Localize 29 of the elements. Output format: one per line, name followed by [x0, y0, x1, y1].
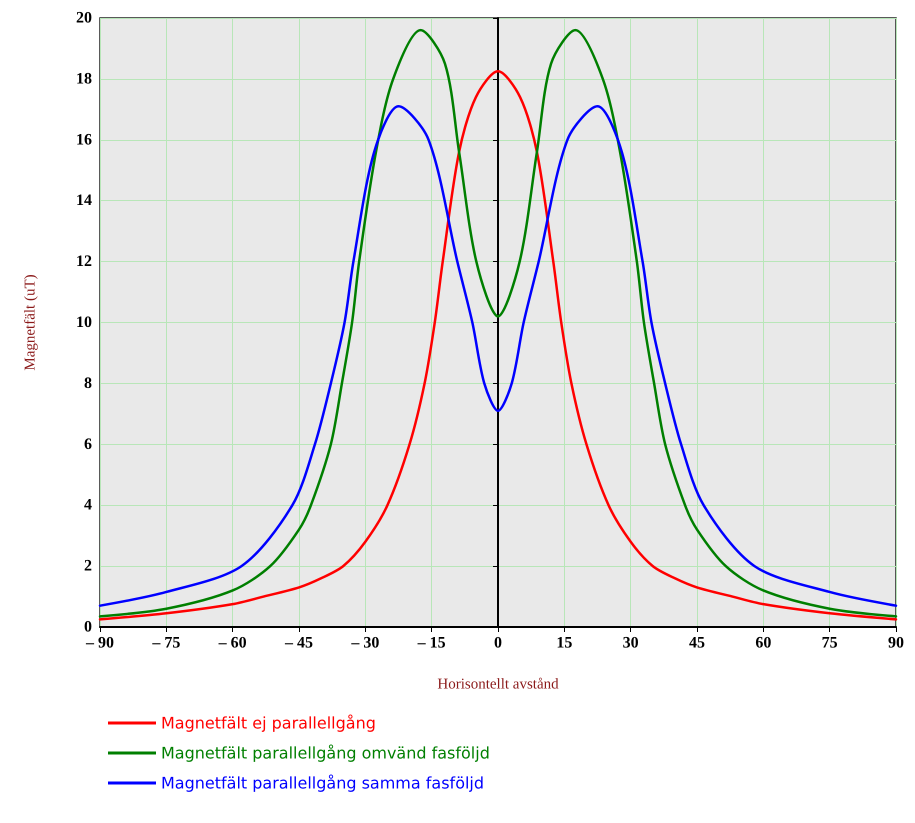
x-tick-label: – 15	[416, 634, 446, 652]
legend-label: Magnetfält parallellgång samma fasföljd	[161, 774, 484, 792]
legend-label: Magnetfält parallellgång omvänd fasföljd	[161, 744, 490, 762]
x-tick-label: 75	[822, 634, 838, 652]
x-tick-label: 90	[888, 634, 904, 652]
y-tick-label: 16	[76, 131, 92, 148]
x-tick-label: 60	[755, 634, 772, 652]
x-tick-label: 30	[622, 634, 639, 652]
legend-label: Magnetfält ej parallellgång	[161, 714, 376, 732]
x-tick-label: 15	[556, 634, 572, 652]
x-tick-label: 45	[689, 634, 705, 652]
x-tick-label: – 45	[284, 634, 313, 652]
x-axis-title: Horisontellt avstånd	[437, 676, 560, 692]
y-axis-title: Magnetfält (uT)	[22, 274, 38, 371]
x-tick-label: – 60	[218, 634, 247, 652]
y-tick-label: 2	[84, 558, 92, 575]
y-tick-label: 4	[84, 496, 92, 514]
y-tick-label: 14	[76, 192, 92, 210]
y-tick-label: 8	[84, 374, 92, 392]
y-tick-label: 0	[84, 618, 92, 636]
x-tick-label: – 30	[350, 634, 380, 652]
x-tick-label: – 75	[151, 634, 180, 652]
x-tick-label: – 90	[85, 634, 114, 652]
y-tick-label: 18	[76, 70, 92, 88]
y-tick-label: 10	[76, 314, 92, 331]
y-tick-label: 20	[76, 10, 92, 26]
y-tick-label: 12	[76, 253, 92, 270]
x-tick-label: 0	[494, 634, 502, 652]
y-tick-label: 6	[84, 436, 92, 453]
